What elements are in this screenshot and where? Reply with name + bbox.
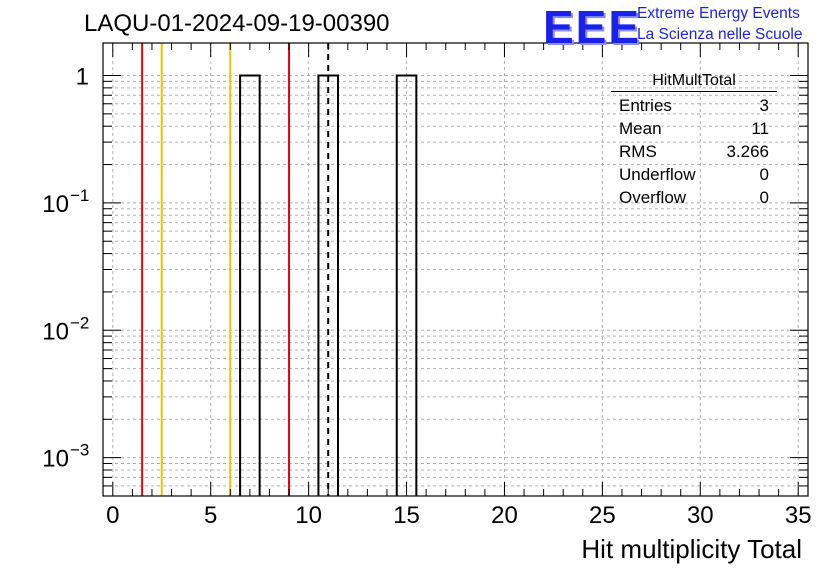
stats-value: 3	[759, 96, 769, 115]
y-tick-label: 10	[42, 446, 69, 473]
x-tick-label: 10	[295, 502, 322, 529]
histogram-bar	[317, 74, 339, 496]
y-tick-label: 1	[76, 64, 89, 91]
stats-value: 0	[759, 165, 769, 184]
x-tick-label: 5	[204, 502, 217, 529]
eee-logo: EEE	[543, 1, 642, 53]
stats-value: 11	[751, 119, 769, 138]
x-tick-label: 15	[393, 502, 420, 529]
x-tick-label: 35	[785, 502, 812, 529]
stats-row-underflow: Underflow 0	[611, 163, 777, 186]
stats-title: HitMultTotal	[611, 72, 777, 92]
stats-label: RMS	[619, 142, 657, 161]
y-tick-exponent: −2	[70, 313, 89, 332]
stats-row-overflow: Overflow 0	[611, 186, 777, 209]
run-title: LAQU-01-2024-09-19-00390	[84, 10, 390, 37]
histogram-bar	[239, 74, 261, 496]
stats-box: HitMultTotal Entries 3 Mean 11 RMS 3.266…	[611, 72, 777, 209]
y-tick-label: 10	[42, 318, 69, 345]
x-tick-label: 20	[491, 502, 518, 529]
y-tick-exponent: −3	[70, 441, 89, 460]
stats-value: 0	[759, 188, 769, 207]
stats-value: 3.266	[726, 142, 769, 161]
stats-label: Entries	[619, 96, 672, 115]
stats-label: Underflow	[619, 165, 696, 184]
x-tick-label: 0	[106, 502, 119, 529]
stats-label: Mean	[619, 119, 662, 138]
histogram-bar	[395, 74, 418, 496]
stats-row-entries: Entries 3	[611, 94, 777, 117]
logo-line-1: Extreme Energy Events	[637, 5, 800, 22]
x-axis-label: Hit multiplicity Total	[581, 534, 802, 564]
y-tick-exponent: −1	[70, 186, 89, 205]
stats-label: Overflow	[619, 188, 687, 207]
x-tick-label: 25	[589, 502, 616, 529]
y-tick-label: 10	[42, 191, 69, 218]
stats-row-rms: RMS 3.266	[611, 140, 777, 163]
x-tick-label: 30	[687, 502, 714, 529]
logo-caption: Extreme Energy Events La Scienza nelle S…	[637, 3, 802, 45]
logo-line-2: La Scienza nelle Scuole	[637, 26, 803, 43]
stats-row-mean: Mean 11	[611, 117, 777, 140]
